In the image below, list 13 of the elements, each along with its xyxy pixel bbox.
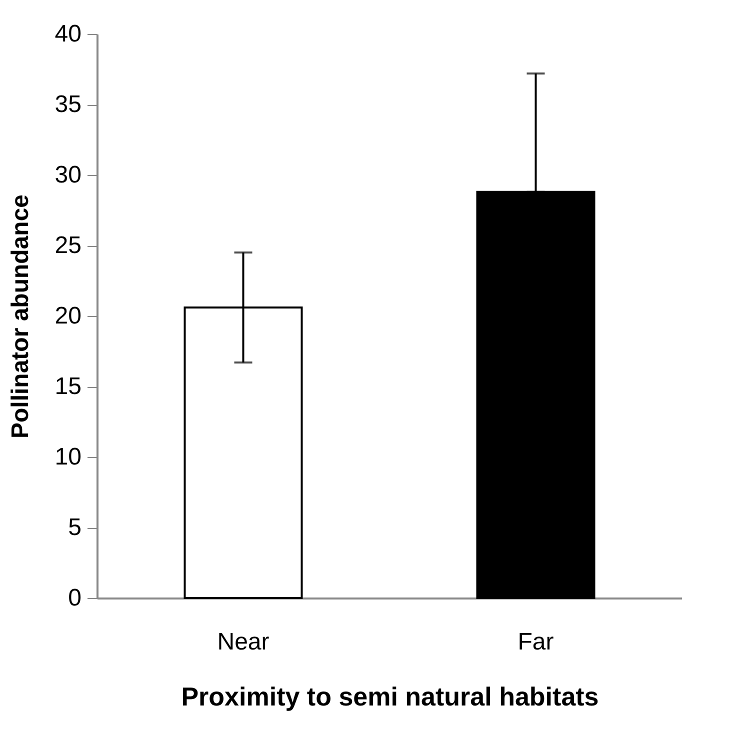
y-axis-title: Pollinator abundance	[6, 194, 34, 439]
x-tick-label: Near	[217, 628, 270, 656]
y-tick-label: 25	[54, 232, 82, 259]
y-tick-label: 20	[54, 302, 82, 330]
y-tick-label: 15	[54, 373, 82, 400]
y-tick-label: 40	[54, 20, 82, 48]
x-tick-label: Far	[518, 628, 554, 656]
y-tick-label: 0	[68, 584, 82, 612]
y-tick-label: 5	[68, 514, 82, 541]
y-tick-label: 35	[54, 91, 82, 118]
y-tick-label: 30	[54, 162, 82, 188]
x-axis-title: Proximity to semi natural habitats	[181, 682, 599, 712]
y-tick-label: 10	[54, 444, 82, 470]
